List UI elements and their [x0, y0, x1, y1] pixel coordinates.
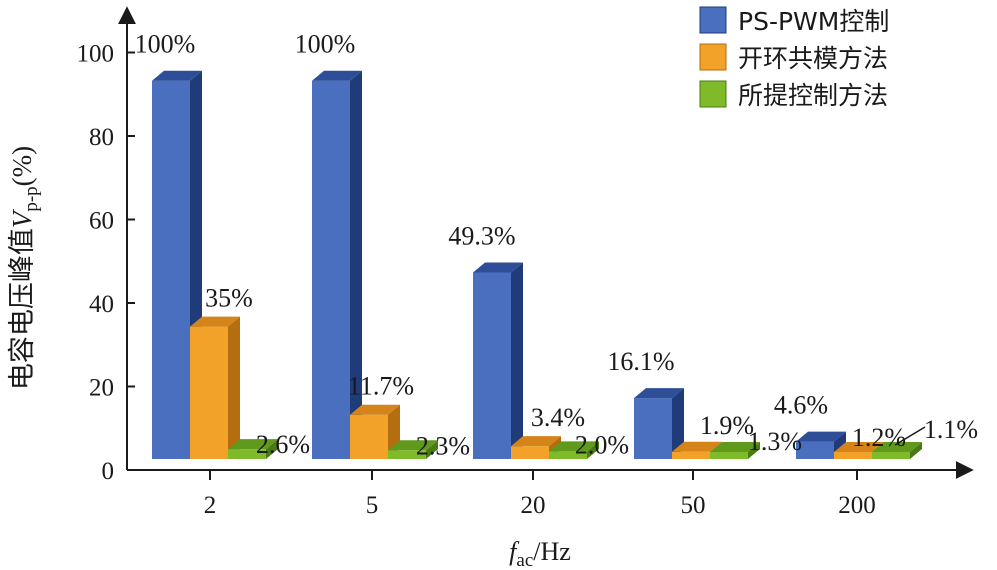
data-label-proposed-50: 1.3% — [748, 427, 802, 456]
x-tick-label: 200 — [838, 492, 876, 519]
legend: PS-PWM控制 开环共模方法 所提控制方法 — [699, 6, 889, 110]
data-label-proposed-5: 2.3% — [416, 431, 470, 460]
bar-open-loop-2 — [190, 316, 240, 459]
bar-front-face — [511, 446, 549, 459]
bar-front-face — [350, 414, 388, 459]
bar-front-face — [672, 451, 710, 459]
bar-top-face — [350, 404, 400, 415]
data-label-ps-pwm-2: 100% — [135, 30, 196, 59]
bar-front-face — [228, 449, 266, 459]
bar-ps-pwm-200 — [796, 431, 846, 459]
bar-top-face — [152, 70, 202, 81]
legend-label-proposed: 所提控制方法 — [738, 81, 888, 110]
bar-side-face — [748, 442, 760, 459]
legend-swatch-ps-pwm — [699, 6, 727, 34]
bar-side-face — [511, 262, 523, 459]
bar-proposed-20 — [549, 441, 599, 459]
bar-front-face — [152, 80, 190, 459]
bar-side-face — [266, 439, 278, 459]
bar-top-face — [834, 442, 884, 452]
bar-proposed-50 — [710, 442, 760, 459]
data-label-open-loop-20: 3.4% — [531, 403, 585, 432]
data-labels: 100% 100%49.3%16.1%4.6%35%11.7%3.4% 1.9% 1.… — [135, 30, 978, 461]
bar-front-face — [473, 272, 511, 459]
data-label-open-loop-5: 11.7% — [348, 372, 414, 401]
bar-front-face — [388, 450, 426, 459]
bar-side-face — [672, 388, 684, 459]
y-tick-label: 40 — [89, 291, 114, 318]
bar-proposed-2 — [228, 439, 278, 459]
data-label-ps-pwm-200: 4.6% — [774, 391, 828, 420]
bar-front-face — [190, 326, 228, 459]
bar-top-face — [796, 431, 846, 442]
y-tick-label: 20 — [89, 375, 114, 402]
x-tick-label: 20 — [521, 492, 546, 519]
y-axis-title: 电容电压峰值Vp-p(%) — [7, 146, 42, 390]
bar-side-face — [910, 442, 922, 459]
legend-label-ps-pwm: PS-PWM控制 — [738, 7, 889, 36]
bar-side-face — [426, 440, 438, 459]
bar-top-face — [388, 440, 438, 451]
bar-ps-pwm-20 — [473, 262, 523, 459]
data-label-ps-pwm-50: 16.1% — [607, 347, 674, 376]
data-label-proposed-200: 1.1% — [924, 415, 978, 444]
bar-top-face — [511, 436, 561, 447]
bar-side-face — [587, 441, 599, 459]
bar-proposed-200 — [872, 442, 922, 459]
bar-proposed-5 — [388, 440, 438, 459]
legend-swatch-open-loop — [699, 43, 727, 71]
bar-front-face — [710, 452, 748, 459]
data-label-ps-pwm-5: 100% — [295, 30, 356, 59]
data-label-open-loop-50: 1.9% — [700, 411, 754, 440]
x-axis-title: fac/Hz — [509, 537, 571, 570]
bar-top-face — [473, 262, 523, 273]
legend-swatch-proposed — [699, 80, 727, 108]
bar-top-face — [634, 388, 684, 399]
x-tick-label: 2 — [204, 492, 217, 519]
y-tick-label: 100 — [77, 41, 115, 68]
bar-ps-pwm-5 — [312, 70, 362, 459]
bars — [152, 70, 922, 459]
legend-label-open-loop: 开环共模方法 — [738, 44, 888, 73]
x-tick-label: 50 — [681, 492, 706, 519]
y-ticks: 0 20 40 60 80 100 — [77, 41, 135, 485]
data-label-proposed-2: 2.6% — [256, 430, 310, 459]
bar-front-face — [872, 452, 910, 459]
y-tick-label: 60 — [89, 208, 114, 235]
bar-open-loop-5 — [350, 404, 400, 459]
bar-side-face — [228, 316, 240, 459]
x-tick-label: 5 — [366, 492, 379, 519]
bar-top-face — [549, 441, 599, 452]
bar-front-face — [796, 441, 834, 459]
bar-ps-pwm-50 — [634, 388, 684, 459]
bar-front-face — [549, 451, 587, 459]
data-label-proposed-20: 2.0% — [575, 430, 629, 459]
bar-front-face — [634, 398, 672, 459]
bar-top-face — [872, 442, 922, 452]
data-label-ps-pwm-20: 49.3% — [448, 221, 515, 250]
bar-top-face — [228, 439, 278, 450]
bar-top-face — [312, 70, 362, 81]
x-ticks: 2 5 20 50 200 — [204, 470, 876, 519]
y-tick-label: 0 — [102, 458, 115, 485]
bar-top-face — [710, 442, 760, 452]
bar-front-face — [312, 80, 350, 459]
y-tick-label: 80 — [89, 124, 114, 151]
bar-side-face — [350, 70, 362, 459]
data-label-open-loop-2: 35% — [205, 284, 253, 313]
leader-line — [894, 426, 926, 446]
bar-top-face — [190, 316, 240, 327]
bar-ps-pwm-2 — [152, 70, 202, 459]
bar-front-face — [834, 452, 872, 459]
data-label-open-loop-200: 1.2% — [852, 423, 906, 452]
bar-top-face — [672, 441, 722, 452]
